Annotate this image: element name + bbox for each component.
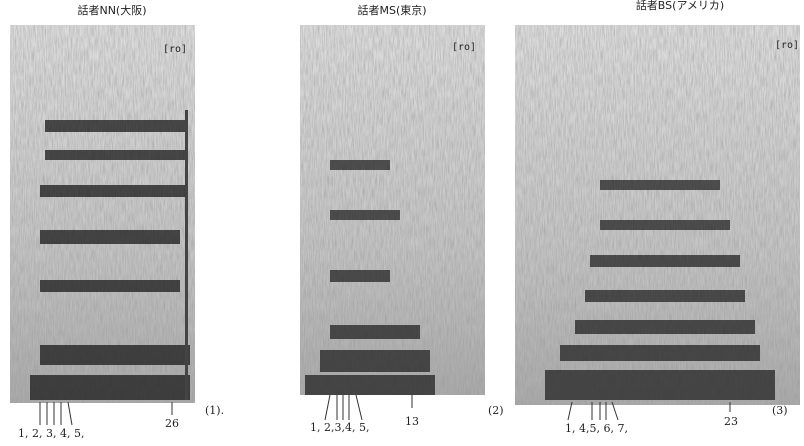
- spectrogram-2: [300, 25, 485, 395]
- marker-number: 26: [165, 417, 179, 430]
- spectrogram-3: [515, 25, 800, 405]
- marker-number: 23: [724, 415, 738, 428]
- leader-lines: [567, 401, 731, 421]
- spectrogram-noise: [10, 25, 195, 403]
- phoneme-label: [ro]: [163, 44, 187, 55]
- spectrogram-noise: [515, 25, 800, 405]
- panel-label: (2): [488, 404, 504, 417]
- marker-number: 13: [405, 415, 419, 428]
- edge-line: [185, 110, 188, 400]
- leader-lines: [39, 401, 173, 426]
- formant-bands: [545, 180, 775, 400]
- harmonic-numbers: 1, 2, 3, 4, 5,: [18, 427, 84, 440]
- panel-title: 話者NN(大阪): [77, 3, 146, 17]
- spectrogram-1: [10, 25, 195, 403]
- leader-lines: [324, 394, 413, 421]
- panel-title: 話者BS(アメリカ): [636, 0, 724, 12]
- harmonic-numbers: 1, 2,3,4, 5,: [310, 421, 369, 434]
- panel-label: (3): [772, 404, 788, 417]
- phoneme-label: [ro]: [775, 40, 799, 51]
- panel-label: (1).: [205, 404, 224, 417]
- phoneme-label: [ro]: [452, 42, 476, 53]
- formant-bands: [305, 160, 435, 395]
- harmonic-numbers: 1, 4,5, 6, 7,: [565, 422, 628, 435]
- formant-bands: [30, 120, 190, 400]
- panel-title: 話者MS(東京): [357, 3, 426, 17]
